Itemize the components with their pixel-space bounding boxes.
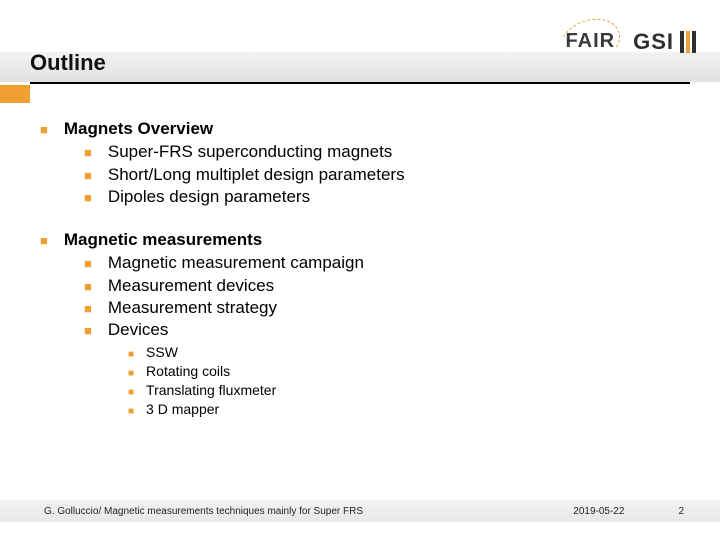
bullet-icon: ■ <box>84 322 92 340</box>
outline-sub2item: ■ Rotating coils <box>128 363 680 381</box>
outline-item-label: Magnets Overview <box>64 118 213 139</box>
outline-subitem: ■ Devices ■ SSW ■ Rotating coils ■ Translat… <box>84 319 680 419</box>
gsi-logo: GSI <box>633 29 696 55</box>
footer-date: 2019-05-22 <box>573 506 624 517</box>
outline-subitem: ■ Dipoles design parameters <box>84 186 680 207</box>
header-accent <box>0 85 30 103</box>
header-band <box>0 52 720 82</box>
bullet-icon: ■ <box>128 405 134 419</box>
bullet-icon: ■ <box>84 255 92 273</box>
outline-sub2item: ■ 3 D mapper <box>128 401 680 419</box>
gsi-bars-icon <box>680 31 696 53</box>
gsi-logo-text: GSI <box>633 29 674 55</box>
outline-subitem-label: Devices <box>108 319 168 340</box>
outline-sublist: ■ Magnetic measurement campaign ■ Measurem… <box>84 252 680 419</box>
outline-item-label: Magnetic measurements <box>64 229 262 250</box>
outline-subitem: ■ Measurement strategy <box>84 297 680 318</box>
outline-subitem-label: Short/Long multiplet design parameters <box>108 164 405 185</box>
bullet-icon: ■ <box>84 144 92 162</box>
outline-sub2item-label: Translating fluxmeter <box>146 382 276 400</box>
outline-subitem: ■ Short/Long multiplet design parameters <box>84 164 680 185</box>
footer-author: G. Golluccio/ Magnetic measurements tech… <box>44 506 363 517</box>
outline-item: ■ Magnets Overview ■ Super-FRS supercondu… <box>40 118 680 207</box>
outline-sub2item: ■ SSW <box>128 344 680 362</box>
slide-title: Outline <box>30 50 106 76</box>
logo-group: FAIR GSI <box>562 28 696 55</box>
bullet-icon: ■ <box>128 386 134 400</box>
bullet-icon: ■ <box>84 300 92 318</box>
fair-logo: FAIR <box>562 28 620 55</box>
footer: G. Golluccio/ Magnetic measurements tech… <box>0 500 720 522</box>
outline-sub2item-label: Rotating coils <box>146 363 230 381</box>
outline-subitem: ■ Measurement devices <box>84 275 680 296</box>
outline-subitem: ■ Magnetic measurement campaign <box>84 252 680 273</box>
outline-subitem-label: Super-FRS superconducting magnets <box>108 141 392 162</box>
bullet-icon: ■ <box>84 167 92 185</box>
bullet-icon: ■ <box>40 232 48 250</box>
outline-content: ■ Magnets Overview ■ Super-FRS supercondu… <box>40 118 680 441</box>
outline-list: ■ Magnets Overview ■ Super-FRS supercondu… <box>40 118 680 419</box>
outline-sub2item: ■ Translating fluxmeter <box>128 382 680 400</box>
fair-logo-text: FAIR <box>566 30 616 52</box>
bullet-icon: ■ <box>40 121 48 139</box>
bullet-icon: ■ <box>84 278 92 296</box>
footer-right: 2019-05-22 2 <box>573 506 684 517</box>
outline-subitem-label: Magnetic measurement campaign <box>108 252 364 273</box>
footer-page-number: 2 <box>678 506 684 517</box>
outline-sub2item-label: 3 D mapper <box>146 401 219 419</box>
bullet-icon: ■ <box>84 189 92 207</box>
slide: Outline FAIR GSI ■ Magnets Overview ■ Sup… <box>0 0 720 540</box>
outline-subitem-label: Measurement devices <box>108 275 274 296</box>
outline-sub2item-label: SSW <box>146 344 178 362</box>
outline-item: ■ Magnetic measurements ■ Magnetic measur… <box>40 229 680 419</box>
outline-subitem-label: Measurement strategy <box>108 297 277 318</box>
bullet-icon: ■ <box>128 367 134 381</box>
outline-subitem: ■ Super-FRS superconducting magnets <box>84 141 680 162</box>
outline-sub2list: ■ SSW ■ Rotating coils ■ Translating fluxme… <box>128 344 680 419</box>
outline-sublist: ■ Super-FRS superconducting magnets ■ Shor… <box>84 141 680 207</box>
outline-subitem-label: Dipoles design parameters <box>108 186 310 207</box>
bullet-icon: ■ <box>128 348 134 362</box>
title-underline <box>30 82 690 84</box>
